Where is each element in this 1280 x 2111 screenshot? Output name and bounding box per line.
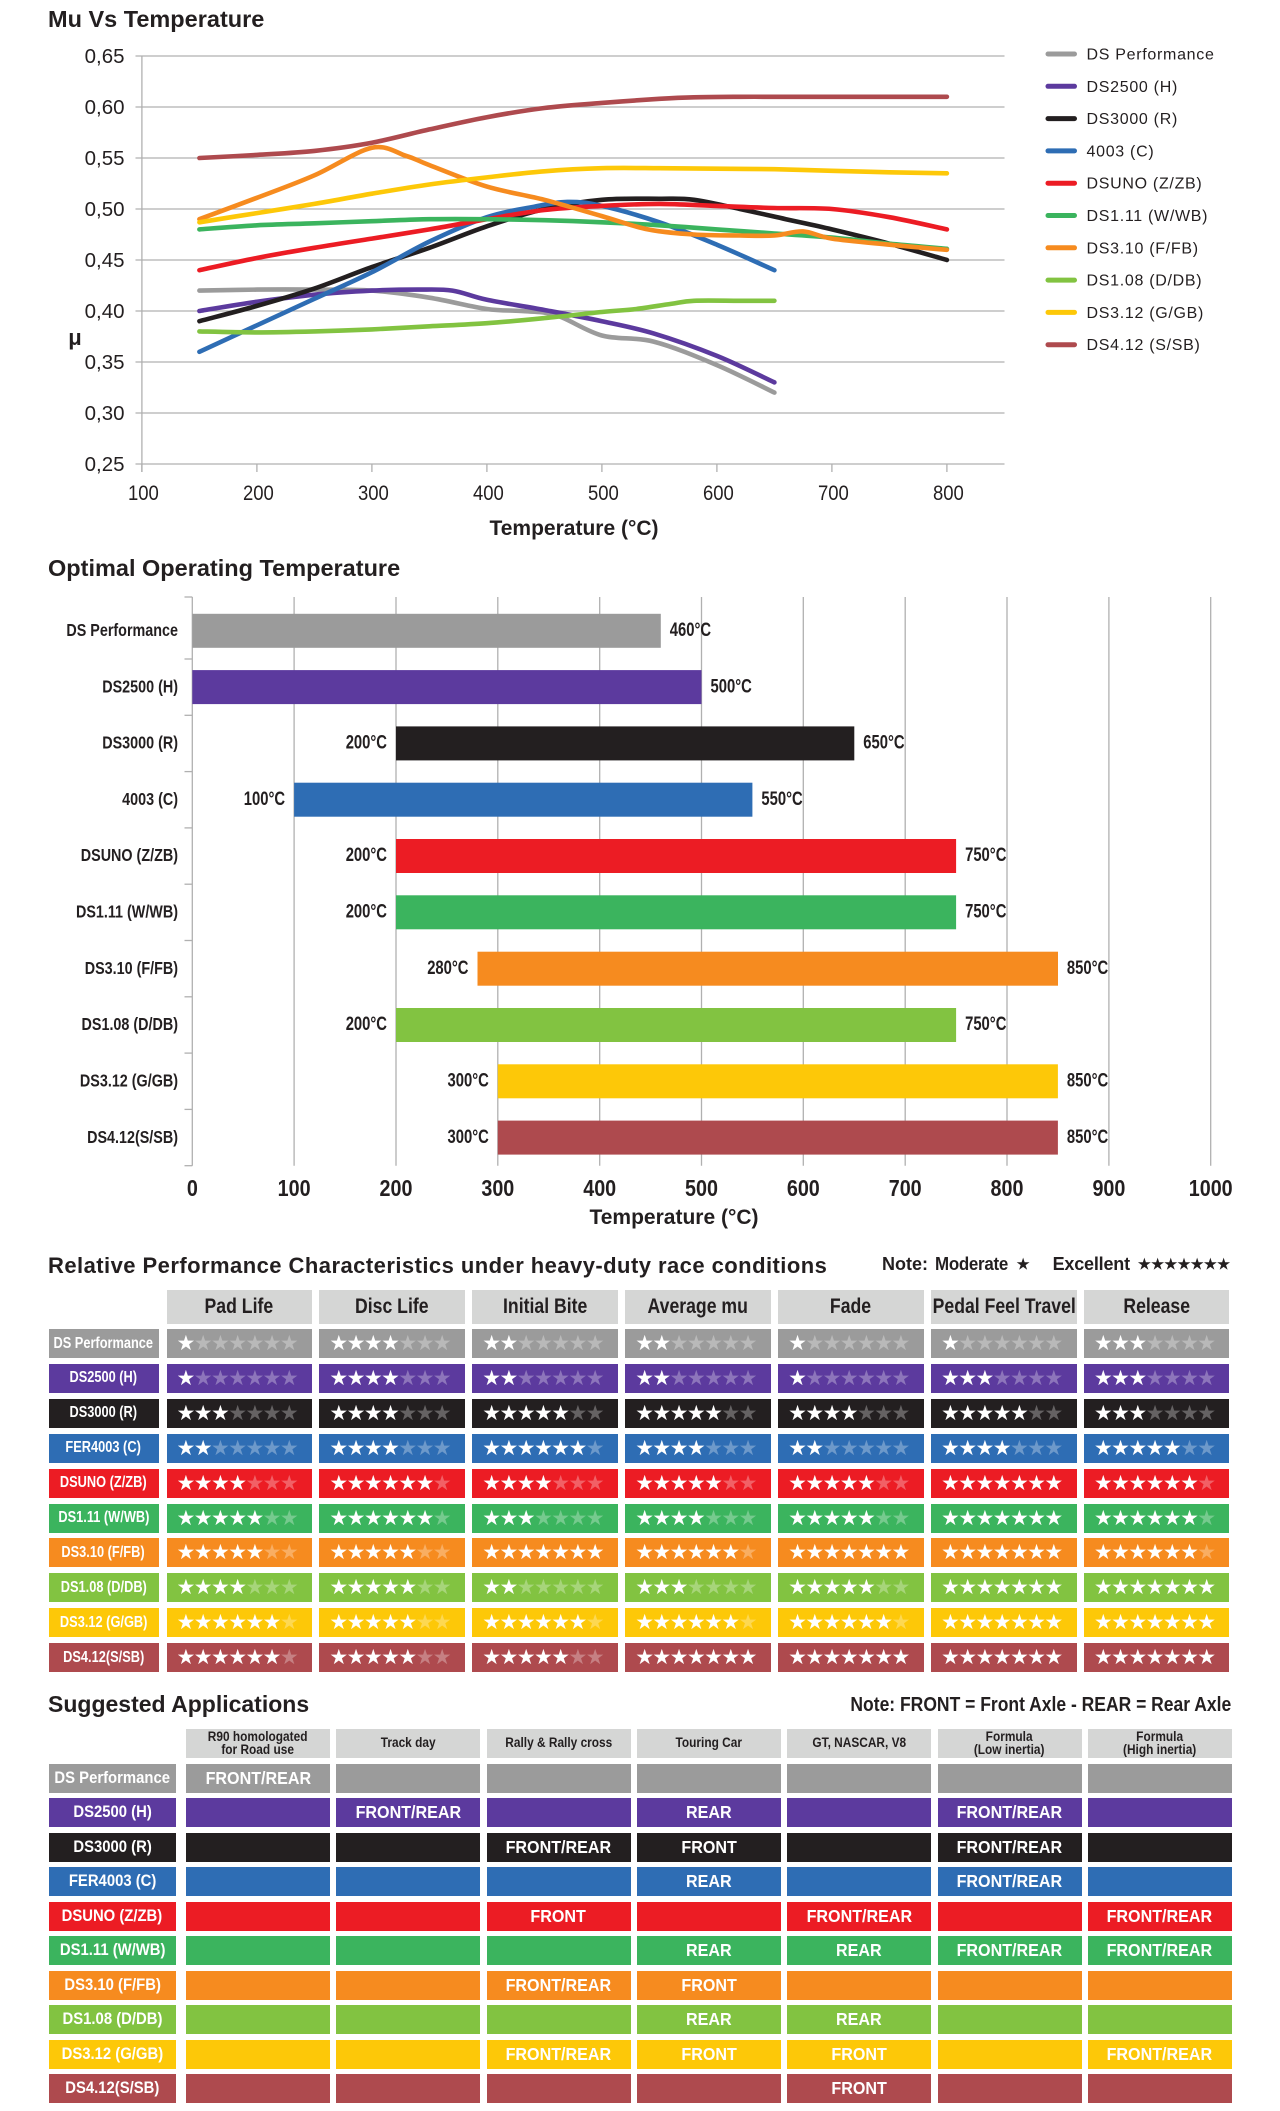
svg-text:0: 0	[187, 1174, 198, 1201]
svg-text:4003 (C): 4003 (C)	[122, 791, 178, 810]
svg-text:500: 500	[685, 1174, 718, 1201]
svg-text:280°C: 280°C	[427, 957, 468, 978]
svg-text:0,30: 0,30	[85, 402, 125, 425]
svg-text:300°C: 300°C	[447, 1070, 488, 1091]
svg-text:500°C: 500°C	[711, 676, 752, 697]
svg-text:700: 700	[889, 1174, 922, 1201]
svg-text:DSUNO (Z/ZB): DSUNO (Z/ZB)	[81, 847, 178, 866]
svg-text:0,40: 0,40	[85, 300, 125, 323]
svg-text:DS Performance: DS Performance	[1087, 47, 1215, 64]
svg-text:200°C: 200°C	[346, 901, 387, 922]
svg-text:DS1.11 (W/WB): DS1.11 (W/WB)	[76, 903, 178, 922]
svg-text:DS1.08 (D/DB): DS1.08 (D/DB)	[1087, 273, 1203, 290]
svg-text:850°C: 850°C	[1067, 957, 1108, 978]
svg-text:460°C: 460°C	[670, 619, 711, 640]
svg-text:1000: 1000	[1189, 1174, 1233, 1201]
svg-text:DS4.12 (S/SB): DS4.12 (S/SB)	[1087, 337, 1201, 354]
svg-text:200°C: 200°C	[346, 844, 387, 865]
svg-text:200°C: 200°C	[346, 1013, 387, 1034]
svg-text:700: 700	[818, 482, 849, 506]
svg-text:DS3.10 (F/FB): DS3.10 (F/FB)	[85, 960, 178, 979]
svg-text:750°C: 750°C	[965, 844, 1006, 865]
svg-text:DSUNO (Z/ZB): DSUNO (Z/ZB)	[1087, 176, 1203, 193]
svg-text:0,45: 0,45	[85, 249, 125, 272]
svg-text:100: 100	[128, 482, 159, 506]
svg-text:0,55: 0,55	[85, 147, 125, 170]
svg-text:200: 200	[243, 482, 274, 506]
svg-text:600: 600	[787, 1174, 820, 1201]
svg-text:800: 800	[933, 482, 964, 506]
svg-text:DS3000 (R): DS3000 (R)	[102, 734, 178, 753]
svg-text:850°C: 850°C	[1067, 1126, 1108, 1147]
svg-text:300: 300	[358, 482, 389, 506]
svg-text:300: 300	[481, 1174, 514, 1201]
svg-text:0,60: 0,60	[85, 96, 125, 119]
svg-text:DS2500 (H): DS2500 (H)	[1087, 79, 1178, 96]
svg-text:800: 800	[991, 1174, 1024, 1201]
svg-text:550°C: 550°C	[761, 788, 802, 809]
svg-text:DS3000 (R): DS3000 (R)	[1087, 111, 1178, 128]
svg-text:650°C: 650°C	[863, 732, 904, 753]
svg-text:600: 600	[703, 482, 734, 506]
svg-text:Temperature (°C): Temperature (°C)	[589, 1206, 758, 1229]
svg-text:850°C: 850°C	[1067, 1070, 1108, 1091]
svg-text:μ: μ	[68, 325, 81, 350]
svg-text:400: 400	[473, 482, 504, 506]
svg-text:DS3.12 (G/GB): DS3.12 (G/GB)	[80, 1072, 178, 1091]
svg-text:900: 900	[1092, 1174, 1125, 1201]
svg-text:DS2500 (H): DS2500 (H)	[102, 678, 178, 697]
svg-text:DS1.08 (D/DB): DS1.08 (D/DB)	[82, 1016, 178, 1035]
svg-text:750°C: 750°C	[965, 1013, 1006, 1034]
svg-text:0,25: 0,25	[85, 453, 125, 476]
svg-text:200: 200	[380, 1174, 413, 1201]
svg-text:DS3.12 (G/GB): DS3.12 (G/GB)	[1087, 305, 1205, 322]
svg-text:0,35: 0,35	[85, 351, 125, 374]
svg-text:DS1.11 (W/WB): DS1.11 (W/WB)	[1087, 208, 1209, 225]
svg-text:100: 100	[278, 1174, 311, 1201]
svg-text:DS4.12(S/SB): DS4.12(S/SB)	[87, 1129, 178, 1148]
svg-text:100°C: 100°C	[244, 788, 285, 809]
svg-text:0,50: 0,50	[85, 198, 125, 221]
svg-text:500: 500	[588, 482, 619, 506]
svg-text:0,65: 0,65	[85, 45, 125, 68]
svg-text:200°C: 200°C	[346, 732, 387, 753]
svg-text:400: 400	[583, 1174, 616, 1201]
svg-text:300°C: 300°C	[447, 1126, 488, 1147]
svg-text:Temperature (°C): Temperature (°C)	[489, 517, 658, 540]
svg-text:750°C: 750°C	[965, 901, 1006, 922]
svg-text:DS Performance: DS Performance	[66, 622, 178, 641]
svg-text:4003 (C): 4003 (C)	[1087, 143, 1155, 160]
svg-text:DS3.10 (F/FB): DS3.10 (F/FB)	[1087, 240, 1199, 257]
